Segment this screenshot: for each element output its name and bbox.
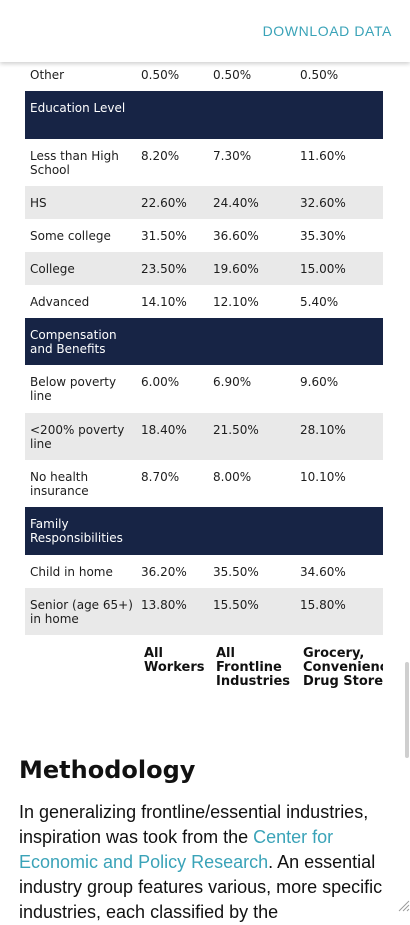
table-row: College 23.50% 19.60% 15.00%	[25, 252, 383, 285]
cepr-link[interactable]: Center for Economic and Policy Research	[19, 827, 334, 872]
row-label: Other	[30, 68, 65, 82]
cell-all-workers: 13.80%	[141, 598, 187, 612]
cell-frontline: 19.60%	[213, 262, 259, 276]
section-label: Compensation and Benefits	[30, 328, 117, 356]
section-label: Education Level	[30, 101, 126, 115]
cell-grocery: 28.10%	[300, 423, 346, 437]
section-header-education: Education Level	[25, 91, 383, 139]
row-label: HS	[30, 196, 47, 210]
cell-grocery: 35.30%	[300, 229, 346, 243]
cell-all-workers: 0.50%	[141, 68, 180, 82]
cell-frontline: 15.50%	[213, 598, 259, 612]
cell-grocery: 10.10%	[300, 470, 346, 484]
cell-grocery: 5.40%	[300, 295, 339, 309]
row-label: College	[30, 262, 75, 276]
row-label: Less than High School	[30, 149, 119, 177]
row-label: Advanced	[30, 295, 90, 309]
table-row: Below poverty line 6.00% 6.90% 9.60%	[25, 365, 383, 413]
column-header-grocery-text: Grocery, Convenience & Drug Stores	[303, 647, 383, 689]
table-row: HS 22.60% 24.40% 32.60%	[25, 186, 383, 219]
cell-grocery: 0.50%	[300, 68, 339, 82]
table-row: <200% poverty line 18.40% 21.50% 28.10%	[25, 413, 383, 460]
row-label: Senior (age 65+) in home	[30, 598, 133, 626]
section-label: Family Responsibilities	[30, 517, 123, 545]
table-row: Advanced 14.10% 12.10% 5.40%	[25, 285, 383, 318]
cell-all-workers: 14.10%	[141, 295, 187, 309]
table-row: Other 0.50% 0.50% 0.50%	[25, 57, 383, 91]
column-header-all-workers: All Workers	[144, 646, 205, 675]
methodology-paragraph: In generalizing frontline/essential indu…	[19, 800, 391, 925]
cell-frontline: 12.10%	[213, 295, 259, 309]
table-row: Some college 31.50% 36.60% 35.30%	[25, 219, 383, 252]
row-label: Below poverty line	[30, 375, 117, 403]
row-label: <200% poverty line	[30, 423, 125, 451]
table-row: Child in home 36.20% 35.50% 34.60%	[25, 555, 383, 588]
cell-all-workers: 8.20%	[141, 149, 180, 163]
top-bar: DOWNLOAD DATA	[0, 0, 410, 62]
table-row: Less than High School 8.20% 7.30% 11.60%	[25, 139, 383, 186]
cell-all-workers: 6.00%	[141, 375, 180, 389]
cell-frontline: 21.50%	[213, 423, 259, 437]
cell-frontline: 6.90%	[213, 375, 252, 389]
methodology-heading: Methodology	[19, 756, 196, 784]
cell-all-workers: 8.70%	[141, 470, 180, 484]
cell-grocery: 15.80%	[300, 598, 346, 612]
row-label: Some college	[30, 229, 111, 243]
cell-all-workers: 23.50%	[141, 262, 187, 276]
cell-frontline: 36.60%	[213, 229, 259, 243]
row-label: Child in home	[30, 565, 113, 579]
section-header-family: Family Responsibilities	[25, 507, 383, 555]
row-label: No health insurance	[30, 470, 89, 498]
demographics-table: Other 0.50% 0.50% 0.50% Education Level …	[25, 57, 383, 635]
cell-frontline: 0.50%	[213, 68, 252, 82]
download-data-link[interactable]: DOWNLOAD DATA	[262, 23, 392, 39]
cell-frontline: 8.00%	[213, 470, 252, 484]
resize-grip-icon[interactable]	[396, 898, 410, 912]
cell-all-workers: 22.60%	[141, 196, 187, 210]
table-row: Senior (age 65+) in home 13.80% 15.50% 1…	[25, 588, 383, 635]
cell-grocery: 15.00%	[300, 262, 346, 276]
methodology-text-1: In generalizing frontline/essential indu…	[19, 802, 369, 847]
table-row: No health insurance 8.70% 8.00% 10.10%	[25, 460, 383, 507]
cell-all-workers: 18.40%	[141, 423, 187, 437]
section-header-compensation: Compensation and Benefits	[25, 318, 383, 365]
cell-grocery: 34.60%	[300, 565, 346, 579]
cell-frontline: 7.30%	[213, 149, 252, 163]
cell-frontline: 35.50%	[213, 565, 259, 579]
cell-grocery: 32.60%	[300, 196, 346, 210]
column-header-frontline: All Frontline Industries	[216, 646, 291, 689]
cell-all-workers: 31.50%	[141, 229, 187, 243]
cell-grocery: 9.60%	[300, 375, 339, 389]
cell-all-workers: 36.20%	[141, 565, 187, 579]
cell-grocery: 11.60%	[300, 149, 346, 163]
vertical-scrollbar[interactable]	[405, 662, 409, 758]
cell-frontline: 24.40%	[213, 196, 259, 210]
column-header-grocery: Grocery, Convenience & Drug Stores	[303, 647, 383, 689]
